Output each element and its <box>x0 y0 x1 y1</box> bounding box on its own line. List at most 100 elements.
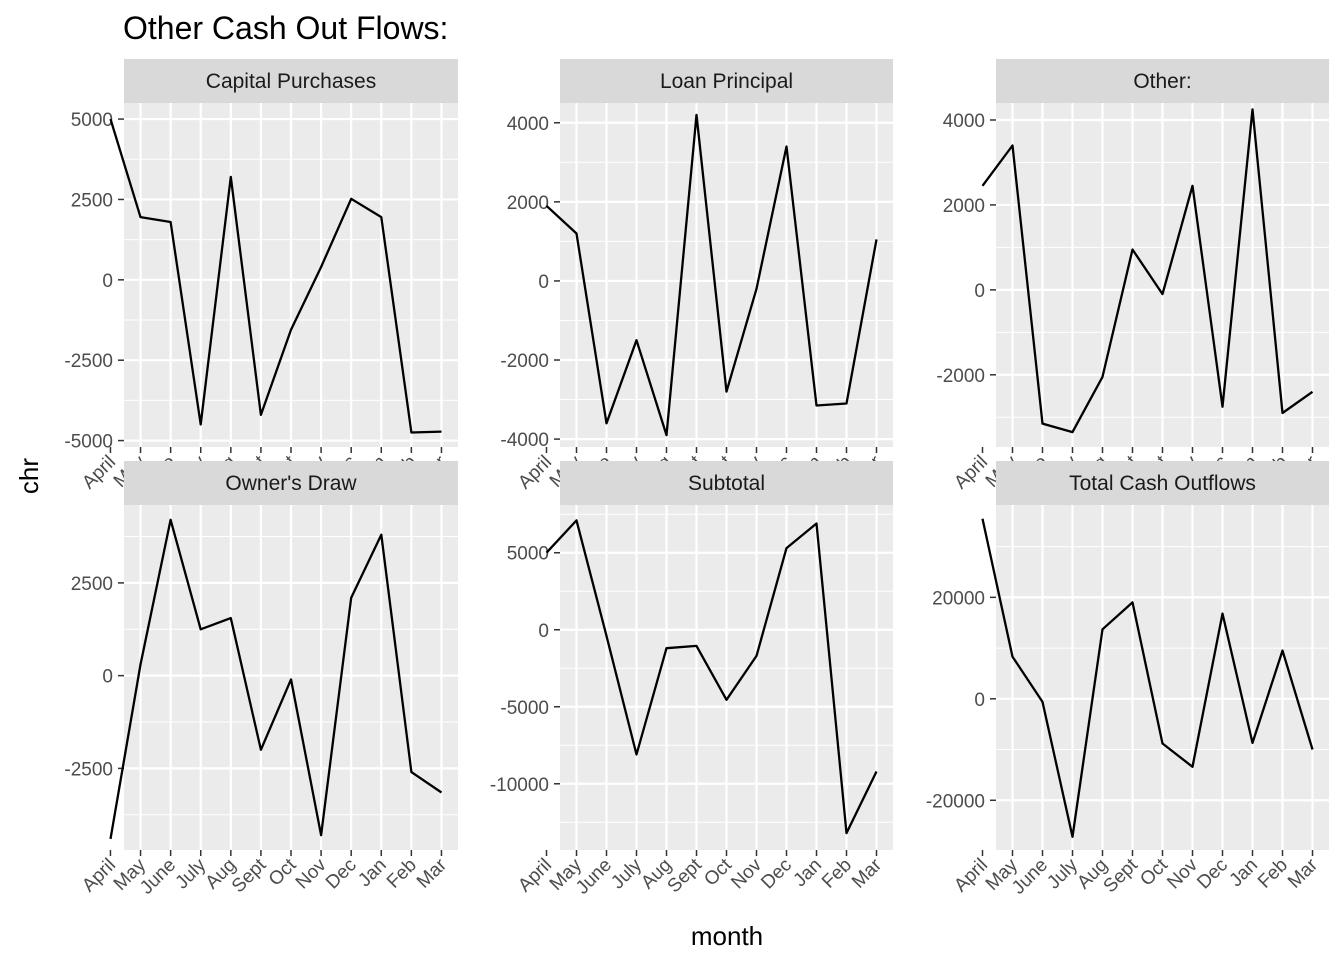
data-point <box>545 551 549 555</box>
data-point <box>349 197 353 201</box>
data-point <box>439 791 443 795</box>
y-tick-label: 0 <box>974 281 985 302</box>
x-tick-label: Dec <box>1193 855 1232 894</box>
x-tick-label: Oct <box>700 854 736 890</box>
data-point <box>1011 143 1015 147</box>
data-point <box>229 175 233 179</box>
y-tick-label: 0 <box>538 621 549 642</box>
data-point <box>981 517 985 521</box>
data-point <box>1191 184 1195 188</box>
y-tick-label: 0 <box>538 272 549 293</box>
data-point <box>1161 292 1165 296</box>
data-point <box>1281 649 1285 653</box>
data-point <box>875 769 879 773</box>
data-point <box>319 265 323 269</box>
data-point <box>635 753 639 757</box>
data-point <box>1071 430 1075 434</box>
data-point <box>1311 748 1315 752</box>
x-tick-label: Jan <box>354 855 391 892</box>
data-point <box>1131 600 1135 604</box>
facet-strip <box>560 59 893 103</box>
facet-strip <box>560 461 893 505</box>
facet-strip <box>996 59 1329 103</box>
data-point <box>1041 700 1045 704</box>
data-point <box>379 215 383 219</box>
data-point <box>139 215 143 219</box>
data-point <box>755 654 759 658</box>
x-axis-title: month <box>691 921 763 951</box>
data-point <box>169 220 173 224</box>
data-point <box>605 634 609 638</box>
data-point <box>815 521 819 525</box>
data-point <box>1161 741 1165 745</box>
data-point <box>439 430 443 434</box>
data-point <box>785 546 789 550</box>
data-point <box>725 698 729 702</box>
data-point <box>199 627 203 631</box>
y-tick-label: 5000 <box>507 544 549 565</box>
facet-panel: Owner's Draw25000-2500AprilMayJuneJulyAu… <box>64 461 458 899</box>
chart-title: Other Cash Out Flows: <box>123 10 448 46</box>
y-tick-label: -5000 <box>64 432 113 453</box>
facet-strip <box>996 461 1329 505</box>
data-point <box>575 518 579 522</box>
data-point <box>259 413 263 417</box>
x-tick-label: Feb <box>1254 855 1292 893</box>
y-tick-label: -2000 <box>936 366 985 387</box>
data-point <box>635 338 639 342</box>
x-tick-label: July <box>1043 854 1082 893</box>
facet-strip-label: Total Cash Outflows <box>1069 472 1256 495</box>
x-tick-label: Oct <box>265 854 301 890</box>
data-point <box>229 616 233 620</box>
data-point <box>409 770 413 774</box>
y-tick-label: 0 <box>102 667 113 688</box>
data-point <box>349 596 353 600</box>
y-tick-label: 2500 <box>71 190 113 211</box>
series-line <box>545 519 878 835</box>
series-line <box>545 113 878 437</box>
data-point <box>981 184 985 188</box>
data-point <box>1011 655 1015 659</box>
facet-strip-label: Loan Principal <box>660 70 793 93</box>
x-tick-label: Dec <box>322 855 361 894</box>
x-tick-label: Mar <box>413 854 451 892</box>
data-point <box>1221 405 1225 409</box>
y-tick-label: 2000 <box>507 193 549 214</box>
data-point <box>1251 107 1255 111</box>
facet-panel: Other:400020000-2000AprilMayJuneJulyAugS… <box>936 59 1329 496</box>
y-tick-label: 0 <box>974 690 985 711</box>
facet-strip-label: Other: <box>1133 70 1191 93</box>
data-point <box>695 113 699 117</box>
data-point <box>319 833 323 837</box>
facet-panel: Loan Principal400020000-2000-4000AprilMa… <box>500 59 893 496</box>
data-point <box>1101 627 1105 631</box>
y-tick-label: -5000 <box>500 698 549 719</box>
data-point <box>1191 765 1195 769</box>
data-point <box>785 144 789 148</box>
facet-strip-label: Subtotal <box>688 472 765 495</box>
y-tick-label: -4000 <box>500 430 549 451</box>
x-tick-label: Jan <box>790 855 827 892</box>
y-tick-label: -2000 <box>500 351 549 372</box>
x-tick-label: July <box>172 854 211 893</box>
y-tick-label: -20000 <box>926 791 985 812</box>
x-tick-label: Mar <box>1284 854 1322 892</box>
y-tick-label: 4000 <box>507 114 549 135</box>
x-tick-label: Nov <box>292 854 331 893</box>
y-tick-label: 4000 <box>943 111 985 132</box>
data-point <box>108 117 112 121</box>
y-tick-label: 20000 <box>932 588 985 609</box>
y-tick-label: -10000 <box>490 775 549 796</box>
x-tick-label: Feb <box>818 855 856 893</box>
data-point <box>169 518 173 522</box>
data-point <box>108 837 112 841</box>
data-point <box>139 663 143 667</box>
x-tick-label: Mar <box>848 854 886 892</box>
data-point <box>665 646 669 650</box>
data-point <box>289 677 293 681</box>
data-point <box>379 533 383 537</box>
data-point <box>1131 248 1135 252</box>
data-point <box>1041 422 1045 426</box>
x-tick-label: July <box>607 854 646 893</box>
